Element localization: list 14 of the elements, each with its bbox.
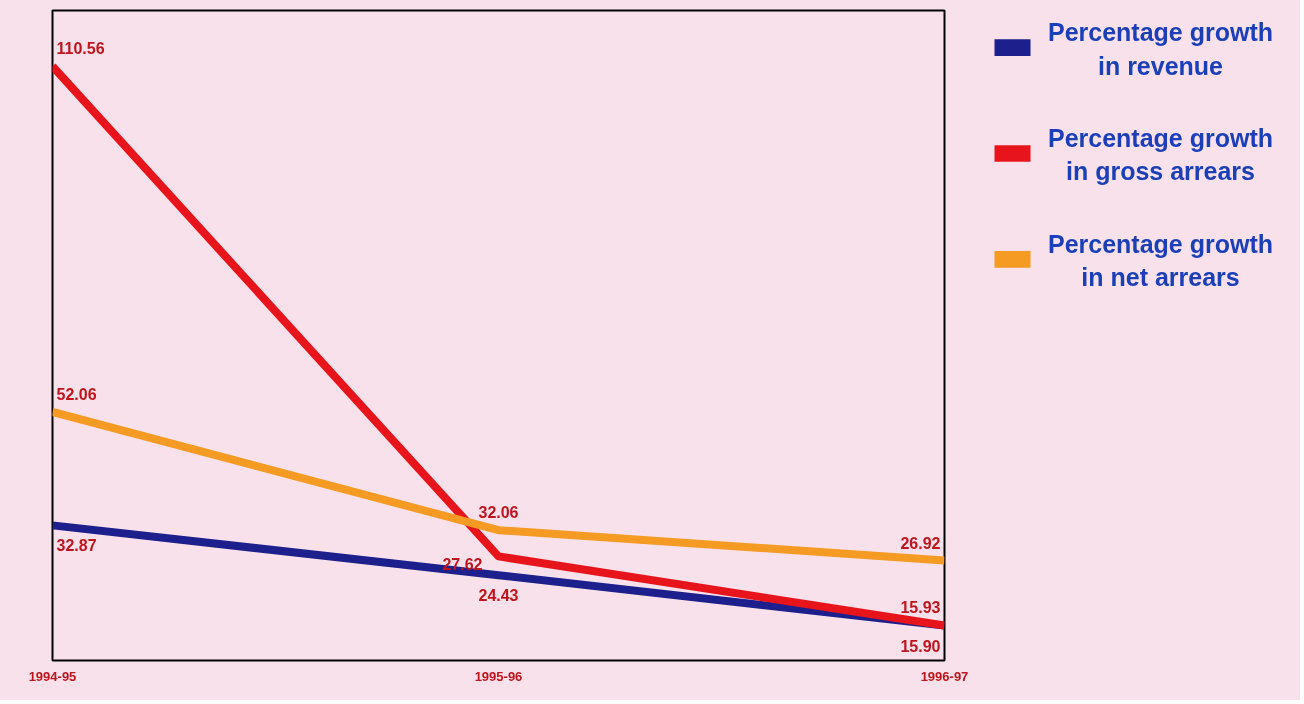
x-tick-label: 1995-96 bbox=[474, 668, 523, 684]
data-label: 15.93 bbox=[900, 599, 941, 617]
x-tick-label: 1996-97 bbox=[920, 668, 969, 684]
x-tick-label: 1994-95 bbox=[28, 668, 77, 684]
data-label: 110.56 bbox=[56, 40, 105, 58]
legend-label: Percentage growth in gross arrears bbox=[1047, 123, 1274, 186]
legend-label: Percentage growth in revenue bbox=[1047, 17, 1274, 80]
data-label: 32.87 bbox=[56, 537, 97, 555]
data-label: 32.06 bbox=[478, 504, 519, 522]
data-label: 24.43 bbox=[478, 587, 519, 605]
data-label: 52.06 bbox=[56, 385, 97, 403]
data-label: 26.92 bbox=[900, 534, 941, 552]
data-label: 15.90 bbox=[900, 637, 941, 655]
legend-label: Percentage growth in net arrears bbox=[1047, 229, 1274, 292]
